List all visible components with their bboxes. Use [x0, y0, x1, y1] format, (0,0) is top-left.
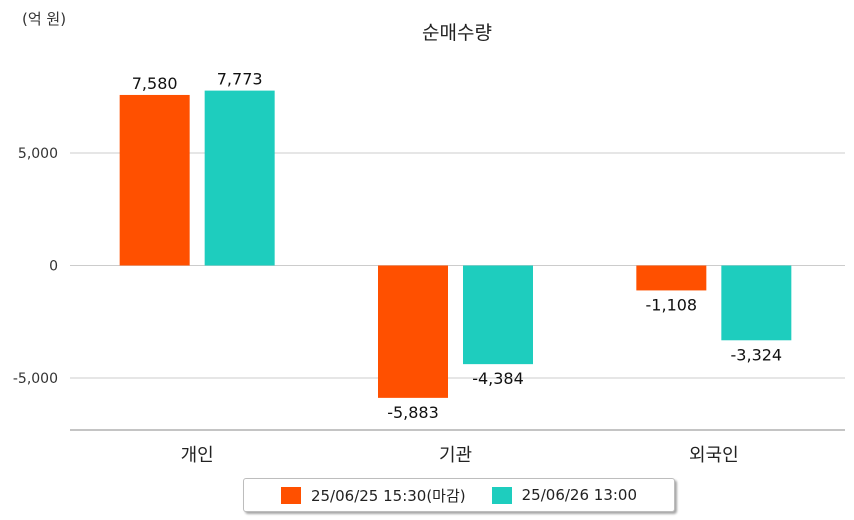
chart-title: 순매수량	[422, 22, 492, 44]
unit-label: (억 원)	[22, 10, 67, 28]
data-label: -5,883	[387, 403, 439, 422]
legend-swatch-series-2	[491, 486, 512, 504]
legend-item-series-1[interactable]: 25/06/25 15:30(마감)	[280, 485, 466, 506]
bar	[636, 265, 707, 291]
x-tick-label: 개인	[181, 445, 214, 466]
chart-legend: 25/06/25 15:30(마감) 25/06/26 13:00	[243, 478, 675, 512]
bar	[119, 94, 190, 266]
bar	[463, 265, 533, 365]
bar	[721, 265, 792, 341]
y-tick-label: 0	[49, 259, 58, 275]
data-label: 7,580	[132, 74, 178, 93]
data-label: -3,324	[731, 345, 783, 364]
x-tick-label: 외국인	[689, 445, 739, 466]
bar	[204, 90, 275, 266]
legend-swatch-series-1	[280, 486, 301, 504]
data-label: -1,108	[646, 295, 698, 314]
legend-label-series-2: 25/06/26 13:00	[521, 486, 638, 504]
y-tick-label: -5,000	[13, 371, 58, 387]
data-label: -4,384	[472, 369, 524, 388]
bar-chart: 5,000 0 -5,000 개인 7,580 7,773 기관 -5,883 -4,384 외국…	[13, 70, 845, 466]
legend-label-series-1: 25/06/25 15:30(마감)	[310, 486, 466, 505]
data-label: 7,773	[217, 70, 263, 89]
x-tick-label: 기관	[439, 445, 472, 466]
y-tick-label: 5,000	[18, 146, 58, 162]
bar	[378, 265, 448, 398]
legend-item-series-2[interactable]: 25/06/26 13:00	[491, 486, 638, 504]
